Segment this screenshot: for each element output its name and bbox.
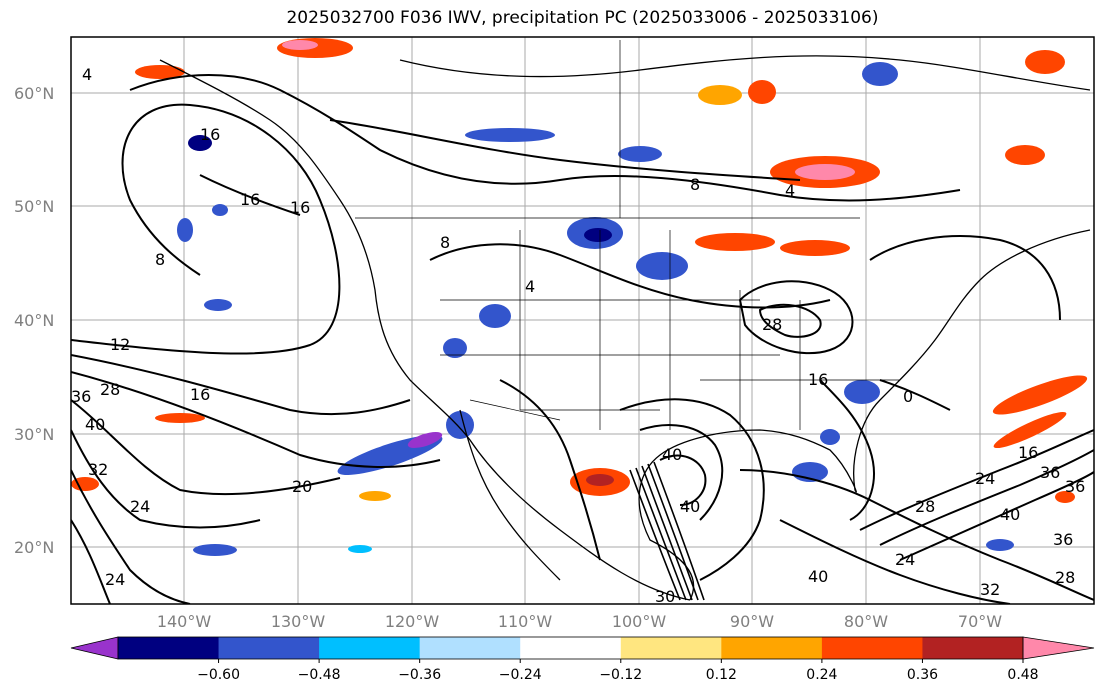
lon-label: 110°W	[498, 612, 553, 631]
colorbar-segment	[520, 637, 622, 659]
svg-text:40: 40	[1000, 505, 1020, 524]
svg-text:36: 36	[1053, 530, 1073, 549]
colorbar-segment	[218, 637, 320, 659]
lat-label: 50°N	[14, 197, 54, 216]
lon-label: 80°W	[844, 612, 888, 631]
svg-text:4: 4	[785, 181, 795, 200]
colorbar-border	[117, 636, 1024, 660]
svg-text:20: 20	[292, 477, 312, 496]
colorbar-tick-label: 0.36	[907, 667, 938, 683]
svg-text:30: 30	[655, 587, 675, 606]
svg-text:24: 24	[895, 550, 915, 569]
svg-text:40: 40	[680, 497, 700, 516]
colorbar-tick-label: −0.36	[398, 667, 441, 683]
latitude-labels: 60°N 50°N 40°N 30°N 20°N	[14, 84, 54, 557]
colorbar-tick-label: 0.48	[1007, 667, 1038, 683]
svg-text:8: 8	[155, 250, 165, 269]
svg-text:12: 12	[110, 335, 130, 354]
colorbar-segment	[118, 637, 220, 659]
colorbar-tick-label: 0.12	[706, 667, 737, 683]
colorbar-min-arrow	[70, 636, 119, 660]
colorbar-tick-label: −0.12	[599, 667, 642, 683]
colorbar-segment	[721, 637, 823, 659]
svg-text:24: 24	[130, 497, 150, 516]
svg-text:32: 32	[88, 460, 108, 479]
colorbar-segment	[419, 637, 521, 659]
contour-labels: 4 16 16 16 8 12 28 36 40 32 24 24 20 16 …	[71, 65, 1085, 606]
map-content: 4 16 16 16 8 12 28 36 40 32 24 24 20 16 …	[71, 37, 1094, 606]
svg-text:40: 40	[808, 567, 828, 586]
lat-label: 20°N	[14, 538, 54, 557]
colorbar-tick-label: −0.48	[298, 667, 341, 683]
svg-text:28: 28	[1055, 568, 1075, 587]
svg-text:36: 36	[1065, 477, 1085, 496]
colorbar-segment	[620, 637, 722, 659]
lon-label: 140°W	[157, 612, 212, 631]
lon-label: 130°W	[271, 612, 326, 631]
colorbar-tick-label: −0.60	[197, 667, 240, 683]
colorbar-segment	[319, 637, 421, 659]
map-title: 2025032700 F036 IWV, precipitation PC (2…	[286, 8, 879, 28]
svg-text:16: 16	[240, 190, 260, 209]
svg-text:36: 36	[1040, 463, 1060, 482]
iwv-contours	[71, 74, 1094, 604]
svg-text:8: 8	[440, 233, 450, 252]
svg-text:16: 16	[808, 370, 828, 389]
mexico-dense-contours	[629, 461, 705, 601]
svg-text:36: 36	[71, 387, 91, 406]
lon-label: 120°W	[385, 612, 440, 631]
svg-text:8: 8	[690, 175, 700, 194]
svg-text:16: 16	[200, 125, 220, 144]
colorbar-max-arrow	[1022, 636, 1095, 660]
svg-text:16: 16	[1018, 443, 1038, 462]
colorbar-segment	[821, 637, 923, 659]
svg-text:28: 28	[100, 380, 120, 399]
svg-text:4: 4	[525, 277, 535, 296]
colorbar: −0.60 −0.48 −0.36 −0.24 −0.12 0.12 0.24 0.36 0.4…	[70, 636, 1095, 683]
lat-label: 30°N	[14, 425, 54, 444]
svg-text:24: 24	[105, 570, 125, 589]
precip-shading	[71, 38, 1088, 556]
longitude-labels: 140°W 130°W 120°W 110°W 100°W 90°W 80°W …	[157, 612, 1002, 631]
colorbar-tick-label: −0.24	[499, 667, 542, 683]
lon-label: 70°W	[958, 612, 1002, 631]
svg-text:16: 16	[190, 385, 210, 404]
svg-text:24: 24	[975, 469, 995, 488]
lat-label: 60°N	[14, 84, 54, 103]
lon-label: 90°W	[730, 612, 774, 631]
svg-text:32: 32	[980, 580, 1000, 599]
svg-text:16: 16	[290, 198, 310, 217]
map-frame	[70, 36, 1095, 605]
svg-text:40: 40	[662, 445, 682, 464]
colorbar-segment	[922, 637, 1024, 659]
svg-text:28: 28	[762, 315, 782, 334]
lon-label: 100°W	[612, 612, 667, 631]
svg-text:40: 40	[85, 415, 105, 434]
lat-label: 40°N	[14, 311, 54, 330]
svg-text:28: 28	[915, 497, 935, 516]
svg-text:4: 4	[82, 65, 92, 84]
colorbar-tick-label: 0.24	[806, 667, 837, 683]
coastlines	[159, 55, 1091, 601]
svg-text:0: 0	[903, 387, 913, 406]
state-borders	[355, 40, 900, 430]
